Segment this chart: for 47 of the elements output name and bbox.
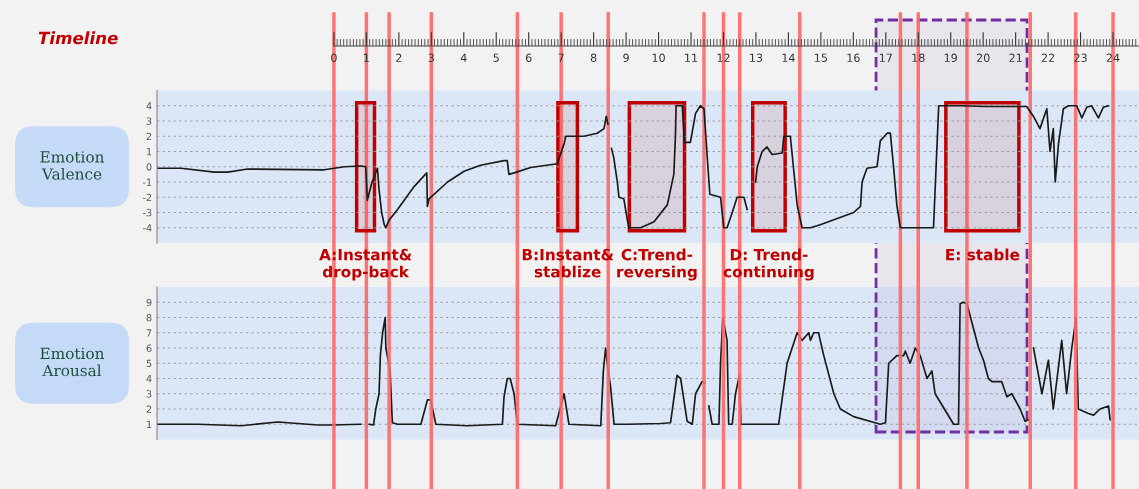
y-tick-label: 7	[146, 329, 152, 337]
y-tick-label: 5	[146, 359, 152, 368]
y-axis-title: Emotion Arousal	[40, 347, 105, 377]
chart-title: Timeline	[38, 31, 118, 45]
y-tick-label: 6	[146, 344, 152, 352]
x-tick-label: 20	[976, 53, 990, 62]
y-tick-label: 4	[146, 375, 152, 383]
y-tick-label: 2	[146, 132, 152, 140]
y-tick-label: -2	[142, 193, 152, 201]
x-tick-label: 14	[782, 53, 795, 62]
y-tick-label: 8	[146, 313, 152, 322]
x-tick-label: 13	[750, 53, 763, 62]
x-tick-label: 9	[623, 53, 629, 62]
x-tick-label: 22	[1041, 53, 1055, 62]
x-tick-label: 8	[590, 53, 597, 62]
x-tick-label: 2	[396, 53, 402, 62]
x-tick-label: 11	[685, 53, 698, 62]
y-tick-label: 9	[146, 298, 152, 307]
y-tick-label: 1	[147, 420, 152, 428]
x-tick-label: 1	[364, 53, 369, 62]
y-tick-label: 2	[146, 405, 152, 413]
x-tick-label: 21	[1009, 53, 1022, 62]
y-tick-label: 3	[146, 117, 152, 125]
x-tick-label: 5	[493, 53, 499, 62]
y-tick-label: 4	[146, 102, 152, 110]
x-tick-label: 15	[815, 53, 827, 62]
x-tick-label: 3	[428, 53, 434, 62]
x-tick-label: 0	[331, 53, 337, 62]
band-label: D: Trend- continuing	[723, 248, 814, 281]
x-tick-label: 4	[460, 53, 467, 62]
x-tick-label: 19	[944, 53, 957, 62]
y-tick-label: 3	[146, 390, 152, 398]
x-tick-label: 6	[525, 53, 532, 62]
band-label: B:Instant& stablize	[522, 248, 614, 278]
y-tick-label: -4	[142, 224, 152, 232]
band-label: A:Instant& drop-back	[319, 248, 412, 281]
x-tick-label: 17	[879, 53, 892, 62]
band-label: C:Trend- reversing	[617, 248, 697, 281]
x-tick-label: 16	[847, 53, 860, 62]
y-tick-label: 1	[147, 148, 152, 156]
y-tick-label: 0	[146, 163, 152, 171]
y-axis-title: Emotion Valence	[40, 151, 105, 180]
y-tick-label: -3	[142, 208, 152, 217]
x-tick-label: 10	[652, 53, 665, 62]
band-label: E: stable	[946, 248, 1020, 261]
y-tick-label: -1	[142, 178, 152, 186]
x-tick-label: 7	[558, 53, 564, 62]
